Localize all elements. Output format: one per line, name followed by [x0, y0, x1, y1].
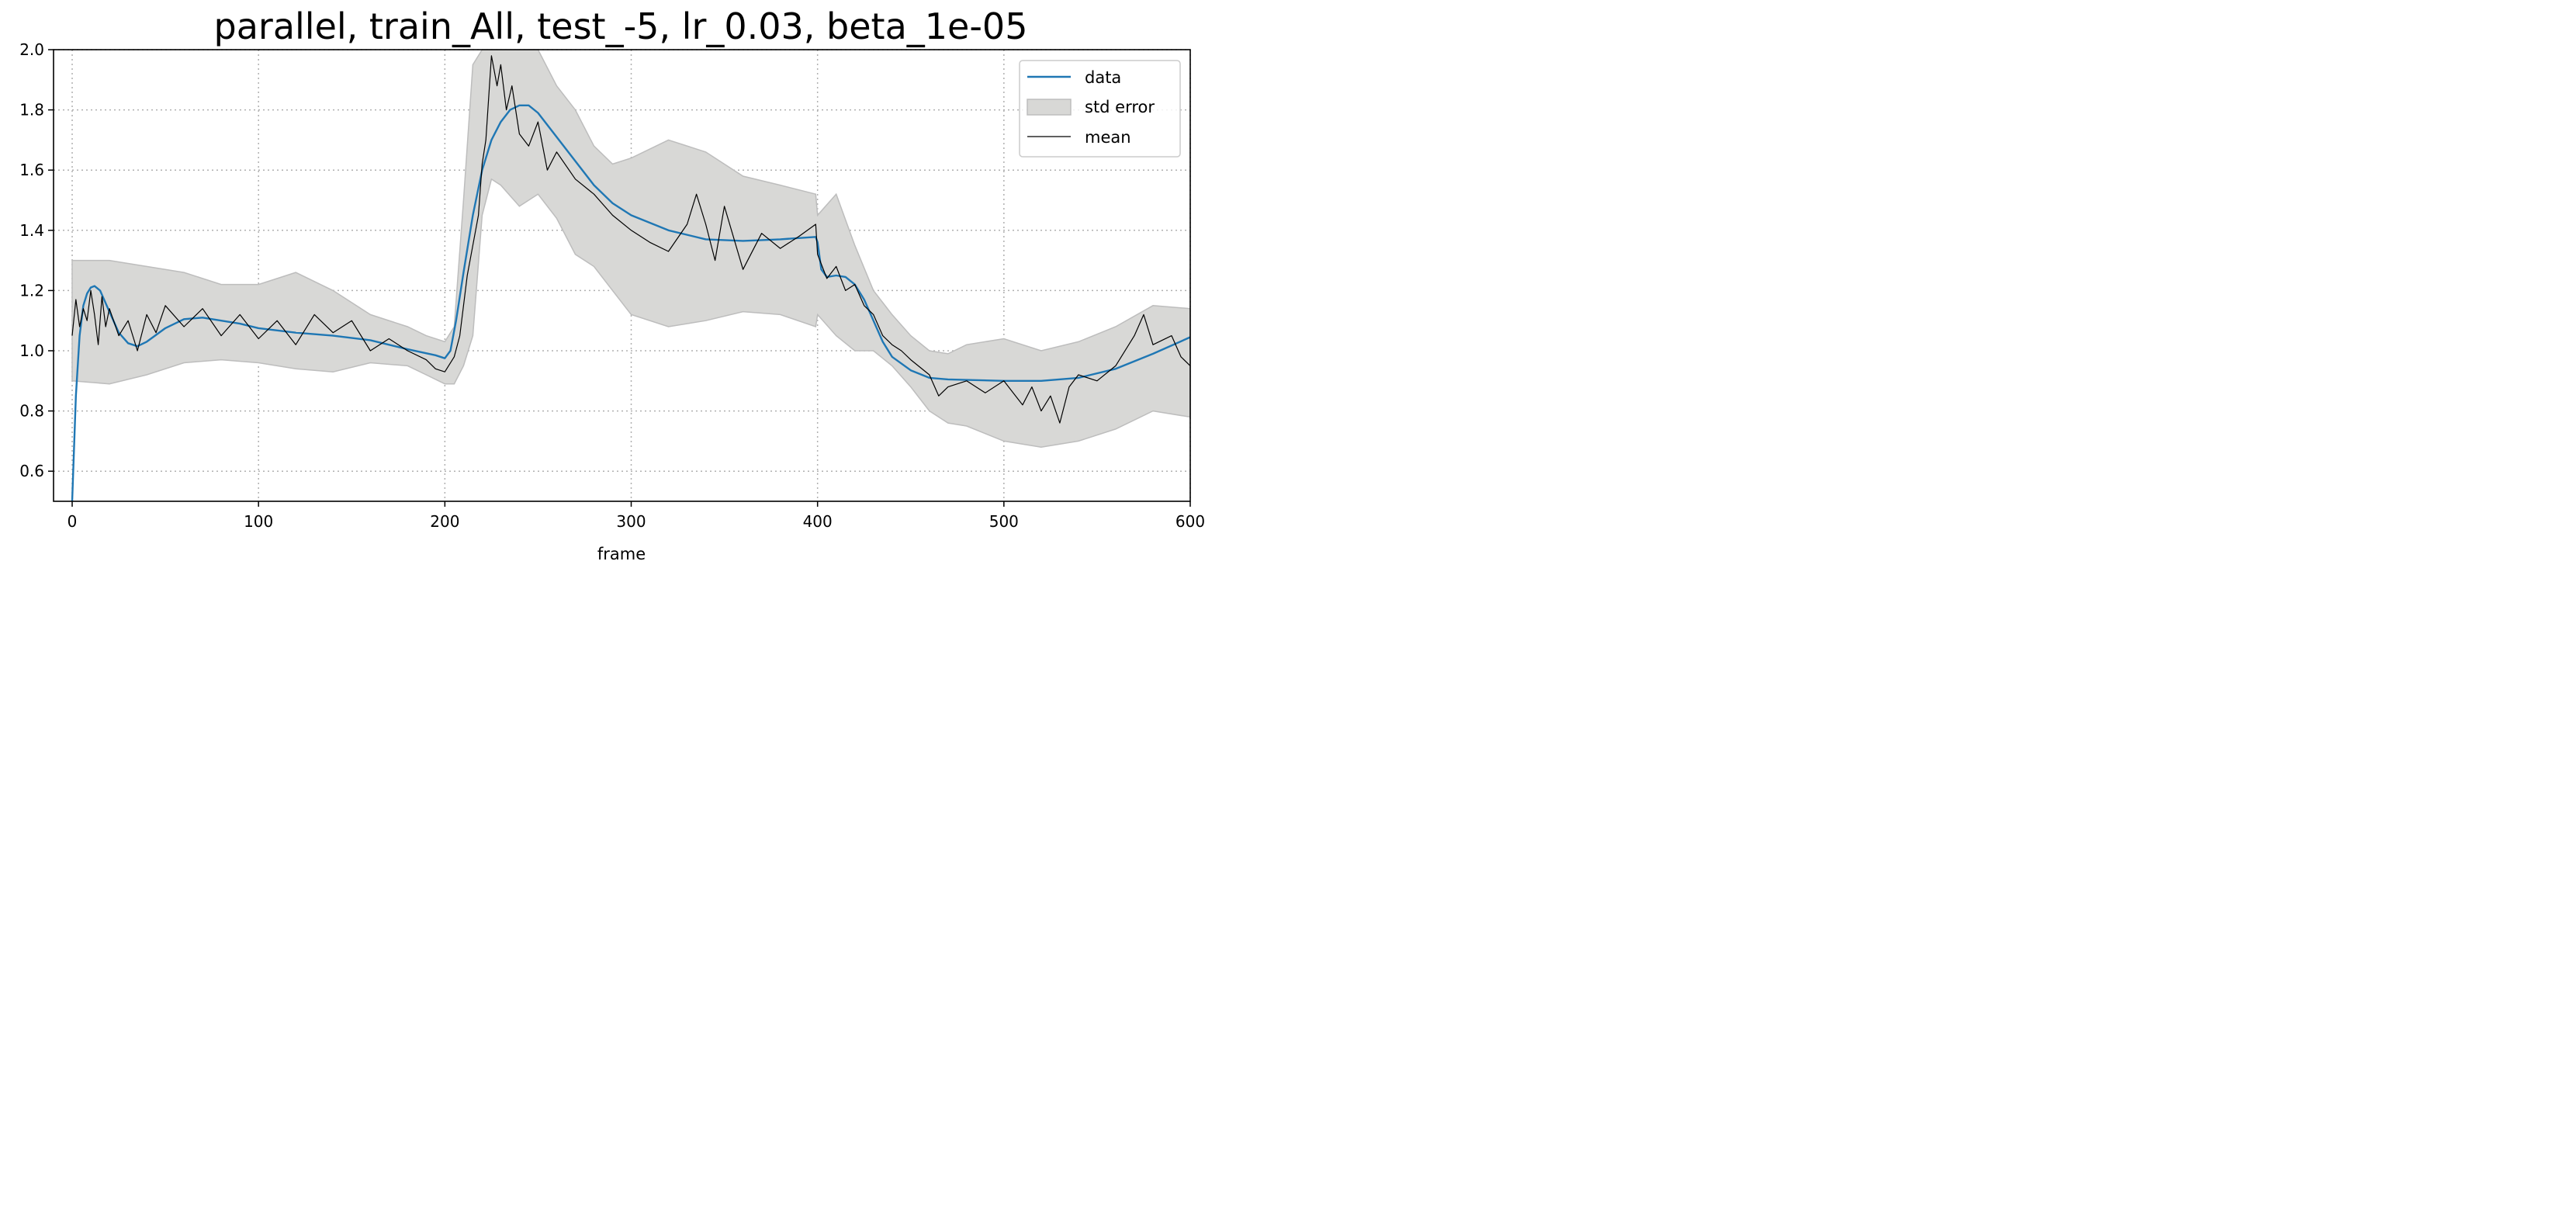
- x-tick-label: 300: [616, 512, 646, 531]
- series-line-mean: [71, 55, 1191, 424]
- y-tick-label: 1.6: [19, 161, 44, 179]
- y-tick-label: 1.0: [19, 341, 44, 360]
- y-tick-label: 1.8: [19, 101, 44, 120]
- chart-title: parallel, train_All, test_-5, lr_0.03, b…: [214, 5, 1028, 47]
- y-ticks: 0.6 0.8 1.0 1.2 1.4 1.6 1.8 2.0: [19, 40, 54, 480]
- y-tick-label: 2.0: [19, 40, 44, 59]
- legend-box: [1019, 60, 1181, 158]
- line-chart: parallel, train_All, test_-5, lr_0.03, b…: [0, 0, 1217, 570]
- x-tick-label: 400: [803, 512, 833, 531]
- x-tick-label: 600: [1175, 512, 1205, 531]
- x-tick-label: 100: [244, 512, 273, 531]
- legend-std-error-swatch: [1027, 99, 1072, 116]
- x-axis-label: frame: [597, 545, 646, 563]
- y-tick-label: 0.8: [19, 402, 44, 421]
- series-lines: [71, 55, 1191, 502]
- y-tick-label: 0.6: [19, 462, 44, 480]
- x-tick-label: 500: [989, 512, 1019, 531]
- x-tick-label: 0: [68, 512, 78, 531]
- y-tick-label: 1.2: [19, 281, 44, 300]
- legend-data-label: data: [1085, 68, 1121, 87]
- plot-frame: [53, 49, 1191, 502]
- legend-mean-label: mean: [1085, 128, 1131, 147]
- x-tick-label: 200: [430, 512, 459, 531]
- x-ticks: 0 100 200 300 400 500 600: [68, 501, 1205, 531]
- legend: data std error mean: [1019, 60, 1181, 158]
- legend-std-error-label: std error: [1085, 98, 1155, 116]
- y-tick-label: 1.4: [19, 221, 44, 240]
